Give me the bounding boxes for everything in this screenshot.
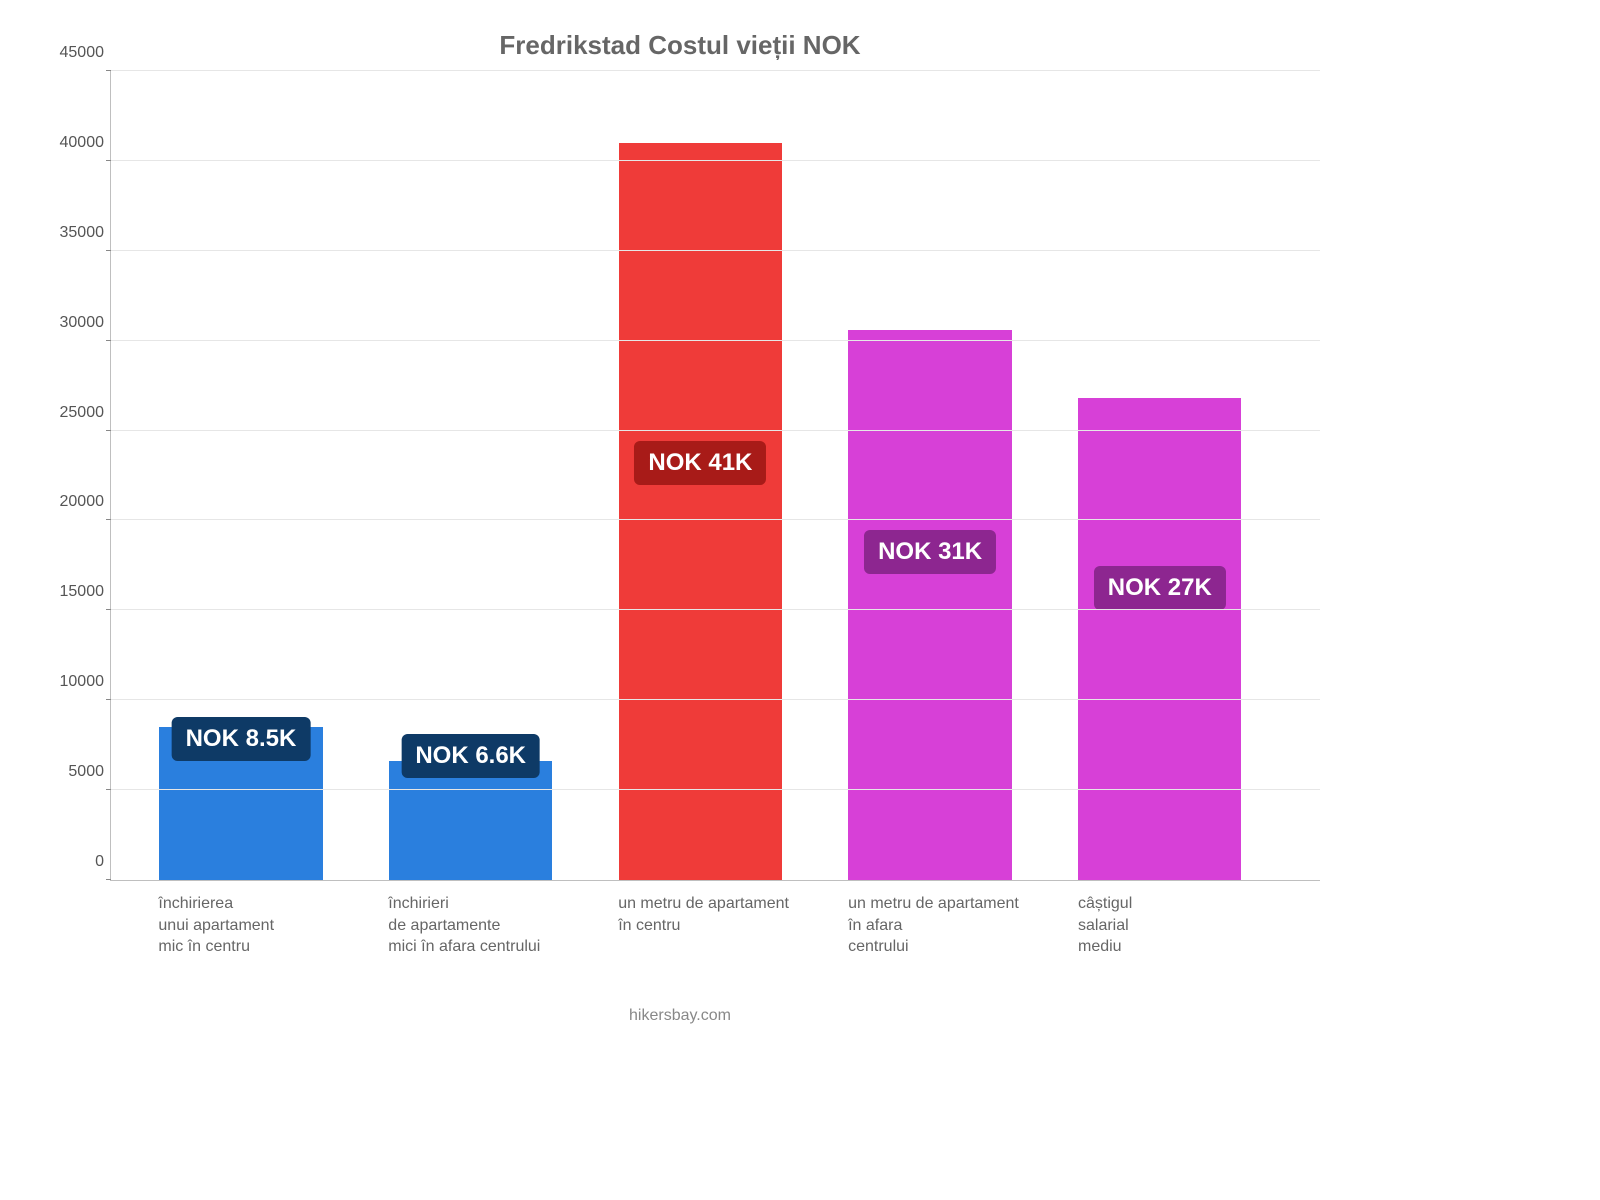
y-tick-mark (106, 430, 111, 431)
grid-line (111, 609, 1320, 610)
y-tick-label: 40000 (46, 134, 104, 152)
bar (619, 143, 782, 880)
y-tick-label: 45000 (46, 44, 104, 62)
bar-value-label: NOK 31K (864, 530, 996, 574)
y-tick-mark (106, 699, 111, 700)
y-tick-label: 15000 (46, 583, 104, 601)
x-axis-label: închirierea unui apartament mic în centr… (158, 893, 274, 958)
y-tick-label: 0 (46, 853, 104, 871)
x-labels: închirierea unui apartament mic în centr… (110, 881, 1320, 981)
y-tick-mark (106, 250, 111, 251)
grid-line (111, 519, 1320, 520)
y-tick-label: 30000 (46, 314, 104, 332)
cost-of-living-chart: Fredrikstad Costul vieții NOK NOK 8.5KNO… (40, 30, 1320, 970)
bar-value-label: NOK 41K (634, 441, 766, 485)
y-tick-mark (106, 160, 111, 161)
bar-value-label: NOK 8.5K (172, 717, 311, 761)
grid-line (111, 789, 1320, 790)
grid-line (111, 340, 1320, 341)
grid-line (111, 250, 1320, 251)
y-tick-mark (106, 340, 111, 341)
bar (389, 761, 552, 880)
chart-title: Fredrikstad Costul vieții NOK (40, 30, 1320, 61)
y-tick-label: 20000 (46, 493, 104, 511)
bars-layer: NOK 8.5K NOK 6.6K NOK 41K NOK 31K NOK 27K (111, 71, 1320, 880)
y-tick-label: 35000 (46, 224, 104, 242)
x-axis-label: câștigul salarial mediu (1078, 893, 1132, 958)
y-tick-label: 25000 (46, 404, 104, 422)
y-tick-label: 5000 (46, 763, 104, 781)
y-tick-mark (106, 789, 111, 790)
bar-value-label: NOK 27K (1094, 566, 1226, 610)
attribution-text: hikersbay.com (40, 1007, 1320, 1025)
y-tick-mark (106, 609, 111, 610)
plot-area: NOK 8.5KNOK 6.6KNOK 41KNOK 31KNOK 27K 05… (110, 71, 1320, 881)
grid-line (111, 160, 1320, 161)
grid-line (111, 430, 1320, 431)
y-tick-mark (106, 519, 111, 520)
bar (848, 330, 1011, 880)
bar (1078, 398, 1241, 880)
y-tick-label: 10000 (46, 673, 104, 691)
x-axis-label: un metru de apartament în centru (618, 893, 789, 936)
y-tick-mark (106, 879, 111, 880)
grid-line (111, 70, 1320, 71)
grid-line (111, 699, 1320, 700)
bar-value-label: NOK 6.6K (401, 734, 540, 778)
y-tick-mark (106, 70, 111, 71)
x-axis-label: un metru de apartament în afara centrulu… (848, 893, 1019, 958)
x-axis-label: închirieri de apartamente mici în afara … (388, 893, 540, 958)
